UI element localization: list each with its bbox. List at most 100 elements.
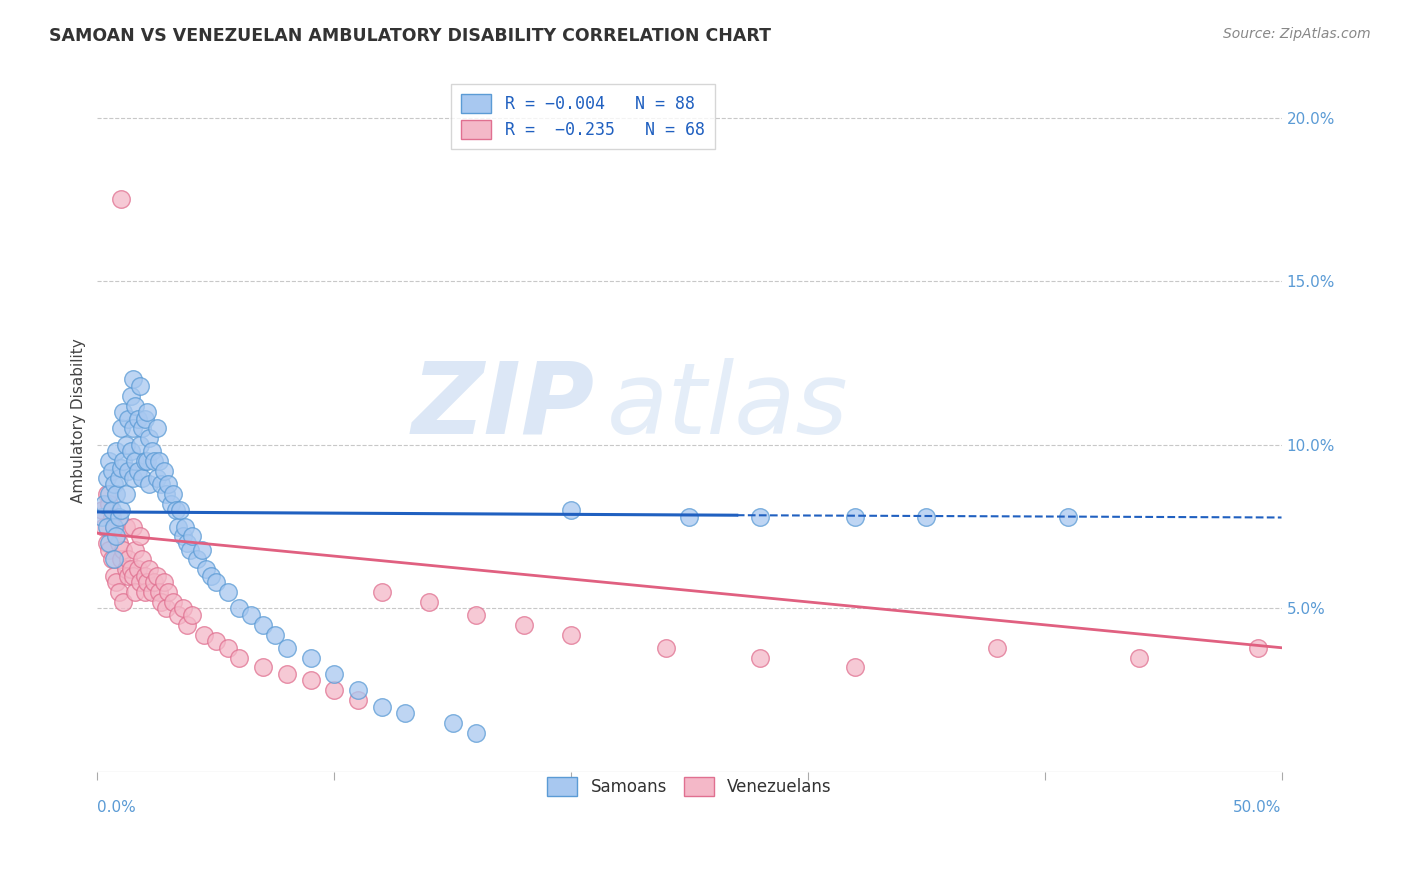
Point <box>172 601 194 615</box>
Point <box>91 509 114 524</box>
Point <box>134 411 156 425</box>
Text: ZIP: ZIP <box>412 358 595 455</box>
Point <box>100 464 122 478</box>
Point <box>370 585 392 599</box>
Point <box>176 617 198 632</box>
Point <box>915 509 938 524</box>
Point <box>112 595 135 609</box>
Point <box>347 693 370 707</box>
Point <box>465 726 488 740</box>
Point <box>131 421 153 435</box>
Point <box>145 568 167 582</box>
Point <box>152 464 174 478</box>
Point <box>167 607 190 622</box>
Point <box>844 509 866 524</box>
Point <box>98 487 121 501</box>
Point <box>110 552 132 566</box>
Point <box>103 519 125 533</box>
Point <box>162 595 184 609</box>
Point <box>217 640 239 655</box>
Point <box>145 470 167 484</box>
Text: Source: ZipAtlas.com: Source: ZipAtlas.com <box>1223 27 1371 41</box>
Point <box>100 509 122 524</box>
Point <box>165 503 187 517</box>
Point <box>152 575 174 590</box>
Point <box>114 438 136 452</box>
Point <box>228 650 250 665</box>
Point <box>127 464 149 478</box>
Point <box>93 519 115 533</box>
Point <box>107 509 129 524</box>
Point <box>103 519 125 533</box>
Point <box>93 497 115 511</box>
Point <box>150 477 173 491</box>
Point <box>204 575 226 590</box>
Point <box>100 503 122 517</box>
Point <box>181 529 204 543</box>
Point <box>117 552 139 566</box>
Point <box>134 568 156 582</box>
Point <box>117 411 139 425</box>
Point <box>181 607 204 622</box>
Point <box>120 389 142 403</box>
Text: atlas: atlas <box>606 358 848 455</box>
Point <box>844 660 866 674</box>
Point <box>114 487 136 501</box>
Point <box>394 706 416 721</box>
Point <box>129 438 152 452</box>
Point <box>252 660 274 674</box>
Point <box>91 503 114 517</box>
Point <box>110 460 132 475</box>
Point <box>122 568 145 582</box>
Point <box>193 627 215 641</box>
Point <box>136 454 159 468</box>
Point <box>129 379 152 393</box>
Point <box>148 585 170 599</box>
Point <box>114 519 136 533</box>
Text: SAMOAN VS VENEZUELAN AMBULATORY DISABILITY CORRELATION CHART: SAMOAN VS VENEZUELAN AMBULATORY DISABILI… <box>49 27 772 45</box>
Point <box>162 487 184 501</box>
Point <box>1247 640 1270 655</box>
Point <box>105 529 128 543</box>
Point <box>370 699 392 714</box>
Point <box>105 487 128 501</box>
Point <box>138 477 160 491</box>
Point <box>134 585 156 599</box>
Point <box>124 454 146 468</box>
Point <box>678 509 700 524</box>
Point <box>136 575 159 590</box>
Point <box>749 509 772 524</box>
Point <box>136 405 159 419</box>
Point <box>512 617 534 632</box>
Point <box>103 552 125 566</box>
Point <box>1057 509 1080 524</box>
Point <box>176 536 198 550</box>
Point <box>120 444 142 458</box>
Point <box>112 542 135 557</box>
Point <box>129 529 152 543</box>
Point <box>299 673 322 688</box>
Y-axis label: Ambulatory Disability: Ambulatory Disability <box>72 338 86 503</box>
Point <box>174 519 197 533</box>
Point <box>441 716 464 731</box>
Point <box>749 650 772 665</box>
Point <box>112 405 135 419</box>
Point <box>169 503 191 517</box>
Point <box>560 627 582 641</box>
Point <box>217 585 239 599</box>
Point <box>110 503 132 517</box>
Point <box>655 640 678 655</box>
Point <box>159 497 181 511</box>
Point <box>155 487 177 501</box>
Point <box>143 454 166 468</box>
Point <box>98 454 121 468</box>
Point <box>134 454 156 468</box>
Point <box>107 470 129 484</box>
Text: 50.0%: 50.0% <box>1233 800 1281 815</box>
Point <box>150 595 173 609</box>
Point <box>98 542 121 557</box>
Legend: Samoans, Venezuelans: Samoans, Venezuelans <box>540 770 838 803</box>
Point <box>323 683 346 698</box>
Point <box>155 601 177 615</box>
Point <box>1128 650 1150 665</box>
